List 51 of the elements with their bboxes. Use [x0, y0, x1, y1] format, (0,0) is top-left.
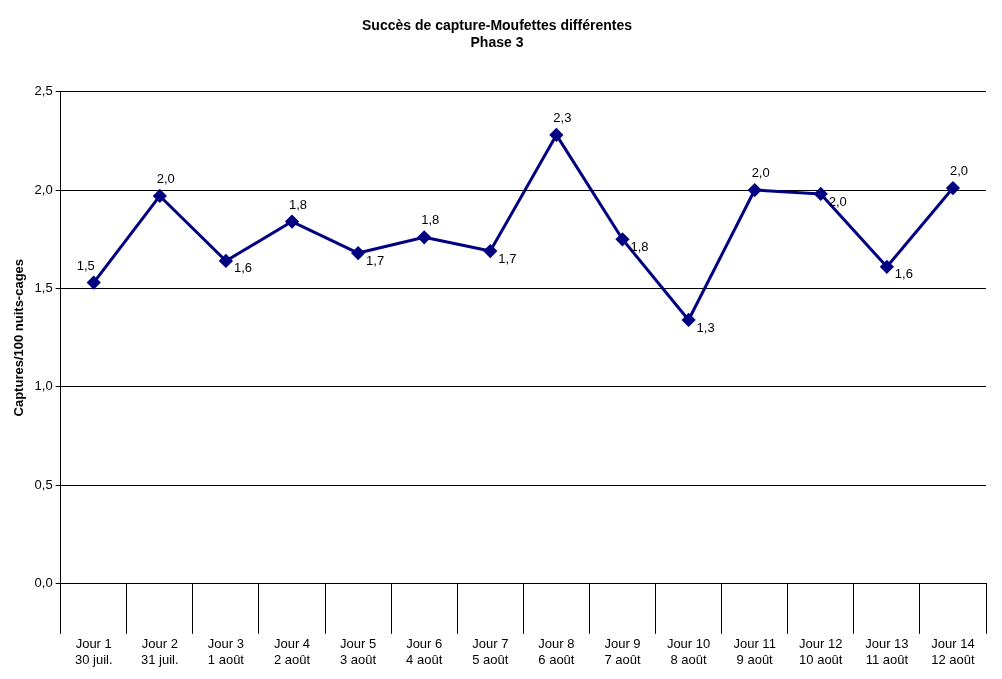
point: [219, 254, 233, 268]
x-tick-label: Jour 5 3 août: [340, 636, 377, 667]
x-tick-label: Jour 6 4 août: [406, 636, 443, 667]
point: [285, 215, 299, 229]
point: [87, 276, 101, 290]
x-tick-label: Jour 10 8 août: [666, 636, 711, 667]
point: [483, 244, 497, 258]
point: [814, 187, 828, 201]
x-tick-label: Jour 9 7 août: [604, 636, 641, 667]
x-tick-label: Jour 3 1 août: [207, 636, 245, 667]
point: [417, 230, 431, 244]
y-tick-label: 1,5: [34, 280, 53, 296]
x-tick-label: Jour 2 31 juil.: [141, 636, 179, 667]
data-label: 1,8: [288, 196, 308, 212]
point: [880, 260, 894, 274]
x-tick-label: Jour 4 2 août: [273, 636, 311, 667]
x-tick-label: Jour 7 5 août: [472, 636, 509, 667]
data-label: 2,0: [949, 163, 968, 179]
point: [682, 313, 696, 327]
x-tick-label: Jour 14 12 août: [931, 636, 976, 667]
point: [615, 232, 629, 246]
data-label: 1,8: [630, 238, 649, 254]
point: [748, 183, 762, 197]
data-label: 1,7: [498, 250, 517, 266]
data-label: 1,6: [894, 266, 913, 282]
chart-subtitle: Phase 3: [470, 34, 524, 51]
data-label: 2,0: [156, 171, 175, 187]
data-label: 2,0: [751, 165, 770, 181]
y-tick-label: 2,5: [34, 83, 53, 99]
x-tick-label: Jour 8 6 août: [538, 636, 575, 667]
data-label: 1,5: [76, 257, 95, 273]
x-tick-label: Jour 12 10 août: [799, 636, 843, 667]
x-tick-label: Jour 11 9 août: [733, 636, 776, 667]
point: [549, 128, 563, 142]
y-tick-label: 1,0: [34, 378, 53, 394]
y-axis-title: Captures/100 nuits-cages: [11, 258, 27, 417]
chart-title: Succès de capture-Moufettes différentes: [362, 17, 633, 34]
point: [946, 181, 960, 195]
y-tick-label: 0,5: [34, 476, 53, 492]
x-tick-label: Jour 13 11 août: [865, 636, 909, 667]
data-label: 1,3: [696, 319, 715, 335]
x-tick-label: Jour 1 30 juil.: [74, 636, 113, 667]
data-label: 1,7: [366, 252, 385, 268]
y-tick-label: 0,0: [34, 575, 53, 591]
data-label: 1,8: [421, 212, 440, 228]
data-label: 1,6: [233, 260, 252, 276]
data-label: 2,3: [553, 109, 572, 125]
y-tick-label: 2,0: [34, 181, 53, 197]
data-label: 2,0: [828, 193, 847, 209]
point: [153, 189, 167, 203]
point: [351, 246, 365, 260]
